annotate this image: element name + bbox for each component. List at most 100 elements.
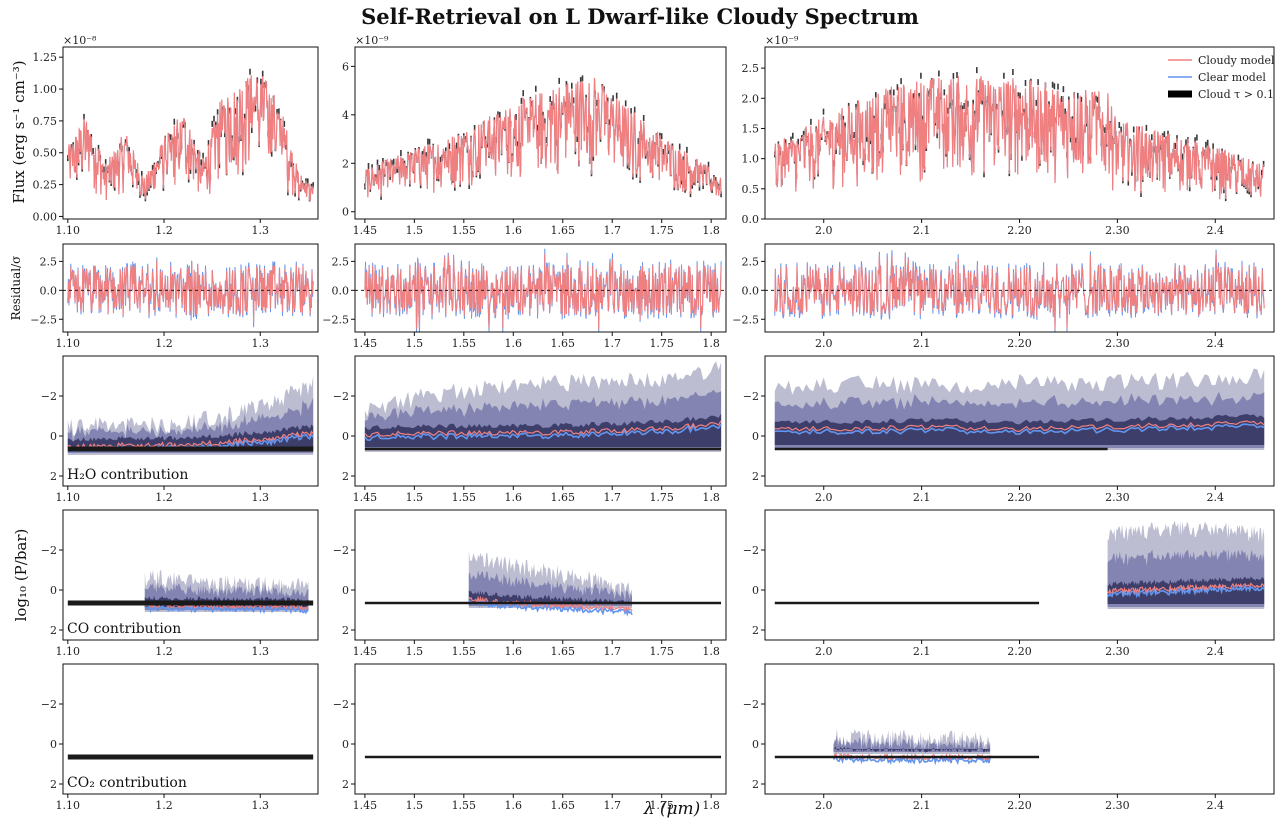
cloudy-model-line — [774, 75, 1265, 200]
x-tick-label: 2.20 — [1007, 337, 1032, 350]
pressure-axis-label: log₁₀ (P/bar) — [12, 529, 30, 622]
figure-title: Self-Retrieval on L Dwarf-like Cloudy Sp… — [361, 4, 919, 29]
cloudy-contribution-line — [364, 420, 722, 438]
x-tick-label: 1.10 — [56, 491, 81, 504]
x-tick-label: 2.20 — [1007, 799, 1032, 812]
y-tick-label: 1.25 — [33, 51, 58, 64]
panel-r2-c1: 1.45 1.5 1.55 1.6 1.65 1.7 1.75 1.8 −2 0 2 — [333, 355, 727, 504]
plot-area — [355, 248, 726, 332]
flux-scale-label: ×10⁻⁸ — [63, 34, 97, 47]
panel-r4-c1: 1.45 1.5 1.55 1.6 1.65 1.7 1.75 1.8 −2 0 2 — [333, 663, 727, 812]
x-tick-label: 1.2 — [155, 337, 173, 350]
y-tick-label: 2.0 — [742, 92, 760, 105]
x-tick-label: 1.65 — [551, 224, 576, 237]
y-tick-label: 0 — [342, 430, 349, 443]
x-tick-label: 1.55 — [452, 224, 477, 237]
y-tick-label: 2.5 — [40, 255, 58, 268]
y-tick-label: 2 — [342, 470, 349, 483]
panel-r2-c0: H₂O contribution 1.10 1.2 1.3 −2 0 2 — [41, 355, 319, 504]
x-tick-label: 1.7 — [603, 491, 621, 504]
x-tick-label: 1.7 — [603, 645, 621, 658]
y-tick-label: 0.25 — [33, 179, 58, 192]
y-tick-label: 0.0 — [742, 284, 760, 297]
contribution-label: CO₂ contribution — [67, 775, 187, 791]
y-tick-label: 2 — [752, 778, 759, 791]
panel-frame — [62, 355, 319, 487]
panel-r0-c2: ×10⁻⁹ 2.0 2.1 2.20 2.30 2.4 0.0 0.5 1.0 1.5 2.0 2.5 — [742, 34, 1275, 237]
y-tick-label: 1.5 — [742, 122, 760, 135]
y-tick-label: 0.0 — [40, 284, 58, 297]
y-tick-label: −2.5 — [30, 313, 57, 326]
x-tick-label: 1.45 — [353, 224, 378, 237]
x-tick-label: 1.8 — [702, 799, 720, 812]
x-tick-label: 1.10 — [56, 799, 81, 812]
clear-contribution-line — [364, 423, 722, 442]
residual-axis-label: Residual/σ — [9, 256, 23, 321]
x-tick-label: 1.3 — [252, 799, 270, 812]
x-tick-label: 1.75 — [649, 224, 674, 237]
x-tick-label: 1.75 — [649, 337, 674, 350]
y-tick-label: 2 — [342, 778, 349, 791]
plot-area — [364, 361, 722, 452]
y-tick-label: −2 — [743, 544, 759, 557]
x-tick-label: 1.8 — [702, 224, 720, 237]
contribution-label: H₂O contribution — [67, 467, 188, 483]
y-tick-label: 1.00 — [33, 83, 58, 96]
x-tick-label: 1.5 — [406, 491, 424, 504]
legend-label: Cloudy model — [1198, 54, 1275, 67]
x-tick-label: 2.20 — [1007, 491, 1032, 504]
x-tick-label: 2.30 — [1105, 337, 1130, 350]
x-tick-label: 1.2 — [155, 645, 173, 658]
y-tick-label: −2 — [333, 544, 349, 557]
x-tick-label: 1.2 — [155, 799, 173, 812]
panel-frame — [62, 243, 319, 333]
y-tick-label: 2 — [752, 470, 759, 483]
panel-r4-c2: 2.0 2.1 2.20 2.30 2.4 −2 0 2 — [743, 663, 1275, 812]
x-tick-label: 1.55 — [452, 645, 477, 658]
x-tick-label: 1.75 — [649, 799, 674, 812]
x-tick-label: 1.6 — [505, 224, 523, 237]
y-tick-label: −2 — [333, 390, 349, 403]
y-tick-label: 0.00 — [33, 210, 58, 223]
x-tick-label: 1.45 — [353, 799, 378, 812]
plot-area — [67, 570, 314, 615]
y-tick-label: 0.50 — [33, 147, 58, 160]
panel-frame — [354, 355, 727, 487]
y-tick-label: 0 — [342, 206, 349, 219]
x-tick-label: 1.8 — [702, 645, 720, 658]
y-tick-label: −2 — [743, 698, 759, 711]
contribution-band-mid — [833, 735, 991, 753]
x-tick-label: 2.1 — [913, 799, 931, 812]
legend-label: Clear model — [1198, 71, 1266, 84]
x-tick-label: 1.10 — [56, 337, 81, 350]
panel-frame — [354, 663, 727, 795]
cloudy-contribution-line — [67, 430, 314, 450]
x-tick-label: 1.8 — [702, 337, 720, 350]
panel-r0-c1: ×10⁻⁹ 1.45 1.5 1.55 1.6 1.65 1.7 1.75 1.8 0 2 4 6 — [342, 34, 727, 237]
flux-scale-label: ×10⁻⁹ — [765, 34, 799, 47]
x-tick-label: 2.4 — [1207, 799, 1225, 812]
panel-grid: ×10⁻⁸1.10 1.2 1.30.000.250.500.751.001.25×… — [30, 34, 1275, 812]
cloudy-residual-line — [364, 253, 722, 330]
x-tick-label: 2.30 — [1105, 799, 1130, 812]
y-tick-label: 6 — [342, 60, 349, 73]
y-tick-label: 2.5 — [742, 62, 760, 75]
x-tick-label: 2.30 — [1105, 491, 1130, 504]
y-tick-label: 0.0 — [742, 213, 760, 226]
legend-label: Cloud τ > 0.1 — [1198, 88, 1274, 101]
flux-scale-label: ×10⁻⁹ — [355, 34, 389, 47]
cloudy-model-line — [364, 77, 722, 198]
y-tick-label: 2.5 — [332, 255, 350, 268]
x-tick-label: 2.0 — [815, 224, 833, 237]
x-tick-label: 2.0 — [815, 337, 833, 350]
legend: Cloudy model Clear model Cloud τ > 0.1 — [1168, 54, 1275, 101]
y-tick-label: 0 — [342, 738, 349, 751]
y-tick-label: 2 — [50, 470, 57, 483]
x-tick-label: 1.3 — [252, 337, 270, 350]
panel-r4-c0: CO₂ contribution 1.10 1.2 1.3 −2 0 2 — [41, 663, 319, 812]
y-tick-label: 0 — [50, 584, 57, 597]
plot-area — [364, 550, 722, 617]
x-tick-label: 1.5 — [406, 224, 424, 237]
cloudy-residual-line — [67, 260, 314, 323]
y-tick-label: 2.5 — [742, 255, 760, 268]
